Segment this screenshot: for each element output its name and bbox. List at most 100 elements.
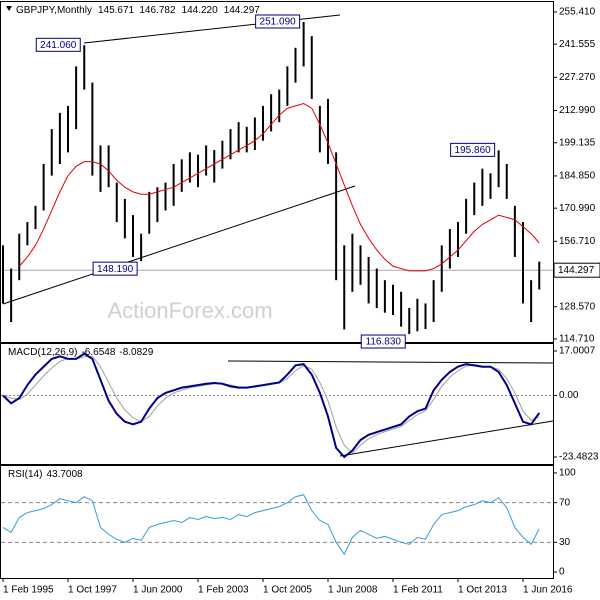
- x-tick-label: 1 Oct 2013: [458, 585, 507, 596]
- price-bar: [18, 233, 21, 281]
- indicator-value: 43.7008: [46, 469, 83, 480]
- ohlc-value: 144.220: [182, 5, 219, 16]
- price-bar: [50, 129, 53, 176]
- price-bar: [115, 182, 118, 223]
- y-tick-label: 241.555: [559, 39, 596, 50]
- price-bar: [58, 112, 61, 164]
- price-bar: [132, 215, 134, 257]
- y-tick-label: 227.270: [559, 72, 596, 83]
- price-bar: [375, 268, 378, 309]
- price-bar: [197, 154, 199, 188]
- price-bar: [245, 126, 248, 153]
- price-bar: [465, 198, 468, 234]
- annotation-label: 241.060: [40, 40, 77, 51]
- price-bar: [172, 163, 175, 206]
- price-bar: [440, 245, 443, 292]
- price-bar: [513, 205, 516, 257]
- header-icon: [6, 6, 12, 11]
- price-bar: [318, 105, 321, 153]
- price-bar: [392, 284, 394, 316]
- price-bar: [229, 129, 232, 160]
- price-bar: [432, 280, 435, 323]
- trend-line: [339, 420, 554, 457]
- x-tick-label: 1 Feb 2011: [393, 585, 443, 596]
- price-bar: [26, 222, 29, 246]
- annotation-box: [255, 14, 301, 29]
- watermark: ActionForex.com: [107, 298, 272, 323]
- price-bar: [75, 66, 78, 130]
- price-bar: [99, 145, 102, 192]
- panel-header: RSI(14) 43.7008: [8, 469, 83, 480]
- trend-line: [83, 14, 341, 44]
- price-bar: [91, 82, 94, 176]
- price-bar: [302, 22, 305, 67]
- y-tick-label: 170.990: [559, 203, 596, 214]
- annotation-label: 195.860: [455, 145, 492, 156]
- price-bar: [327, 98, 329, 164]
- panel-header: MACD(12,26,9) -6.6548 -8.0829: [8, 347, 154, 358]
- y-tick-label: 156.710: [559, 236, 596, 247]
- price-bar: [123, 198, 126, 239]
- annotation-label: 116.830: [366, 337, 402, 348]
- price-bar: [505, 163, 508, 199]
- annotation-box: [35, 37, 81, 52]
- indicator-line: [2, 355, 540, 454]
- price-bar: [270, 94, 273, 132]
- annotation-box: [360, 334, 406, 349]
- price-bar: [489, 173, 492, 199]
- trend-line: [2, 185, 356, 305]
- price-bar: [530, 280, 533, 323]
- price-bar: [42, 163, 45, 211]
- price-bar: [67, 105, 69, 153]
- price-bar: [416, 298, 419, 332]
- trend-line: [227, 360, 554, 364]
- price-bar: [2, 245, 4, 304]
- price-bar: [253, 117, 256, 151]
- y-tick-label: 255.410: [559, 7, 596, 18]
- price-bar: [473, 182, 476, 216]
- price-bar: [180, 159, 183, 192]
- price-bar: [148, 191, 151, 234]
- price-bar: [278, 89, 281, 123]
- x-tick-label: 1 Jun 2016: [523, 585, 573, 596]
- annotation-label: 251.090: [260, 17, 297, 28]
- y-tick-label: 128.570: [559, 301, 596, 312]
- price-bar: [424, 303, 427, 329]
- price-bar: [310, 36, 313, 99]
- price-bar: [497, 150, 500, 188]
- price-bar: [156, 187, 159, 223]
- y-tick-label: 212.990: [559, 105, 596, 116]
- price-bar: [351, 233, 354, 292]
- panel-title: RSI(14): [8, 469, 42, 480]
- price-bar: [538, 261, 541, 290]
- ohlc-value: 145.671: [98, 5, 135, 16]
- y-tick-label: 0.00: [559, 390, 579, 401]
- price-bar: [286, 66, 289, 106]
- price-bar: [237, 122, 240, 153]
- price-bar: [448, 229, 451, 269]
- x-tick-label: 1 Oct 1997: [68, 585, 117, 596]
- price-bar: [140, 233, 143, 262]
- y-tick-label: 70: [559, 497, 571, 508]
- price-bar: [83, 45, 86, 90]
- x-tick-label: 1 Jun 2008: [328, 585, 378, 596]
- price-bar: [335, 152, 338, 281]
- price-bar: [359, 245, 362, 285]
- price-bar: [294, 47, 297, 83]
- price-bar: [400, 291, 403, 327]
- panel-title: MACD(12,26,9): [8, 347, 77, 358]
- annotation-box: [450, 142, 496, 157]
- price-bar: [164, 182, 167, 211]
- price-bar: [367, 256, 370, 304]
- annotation-label: 148.190: [97, 264, 134, 275]
- panel-header: GBPJPY,Monthly 145.671 146.782 144.220 144.2…: [16, 5, 260, 16]
- price-bar: [213, 150, 216, 183]
- x-tick-label: 1 Jun 2000: [133, 585, 183, 596]
- y-tick-label: 30: [559, 537, 571, 548]
- indicator-value: -8.0829: [119, 347, 153, 358]
- y-tick-label: 17.0007: [559, 346, 596, 357]
- indicator-line: [2, 352, 541, 459]
- y-tick-label: 199.135: [559, 137, 596, 148]
- price-bar: [34, 205, 37, 230]
